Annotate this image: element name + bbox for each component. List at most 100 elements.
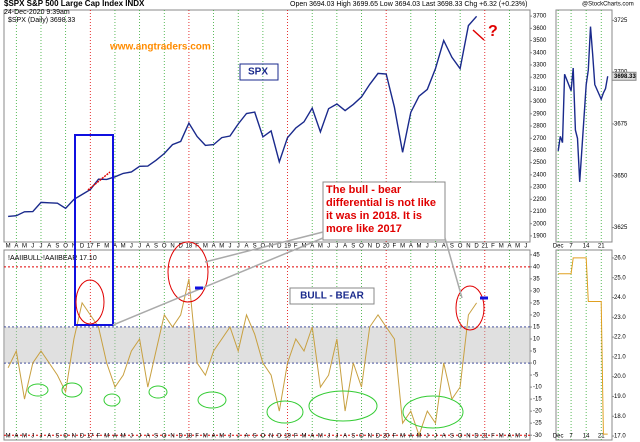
x-tick-label: A [14,244,18,250]
y-tick-label: -10 [533,385,542,391]
annotation-shape [167,241,209,303]
x-tick-label: 7 [569,434,573,440]
x-tick-label: A [244,434,248,440]
x-tick-label: J [327,434,330,440]
x-tick-label: J [39,434,42,440]
x-tick-label: N [466,244,470,250]
note-box [322,181,446,241]
y-tick-label: 17.0 [614,434,626,440]
zoom-panel [555,9,613,243]
x-tick-label: J [426,434,429,440]
site: www.angtraders.com [109,42,211,53]
y-tick-label: 18.0 [614,414,626,420]
y-tick-label: 25 [533,300,540,306]
x-tick-label: 17 [87,434,94,440]
x-tick-label: M [219,434,224,440]
x-tick-label: A [409,244,413,250]
x-tick-label: J [237,434,240,440]
x-tick-label: A [409,434,413,440]
y-tick-label: -25 [533,421,542,427]
y-tick-label: 2200 [533,197,547,203]
x-tick-label: 7 [569,244,573,250]
x-tick-label: J [335,434,338,440]
neutral-band [4,326,530,364]
y-tick-label: 19.0 [614,394,626,400]
annotation-shape [455,285,485,331]
series-line [8,15,478,218]
x-tick-label: D [179,244,184,250]
y-tick-label: 21.0 [614,354,626,360]
x-tick-label: O [359,434,364,440]
x-tick-label: M [22,244,27,250]
y-tick-label: 15 [533,325,540,331]
x-tick-label: J [524,244,527,250]
x-tick-label: N [269,244,273,250]
x-tick-label: J [237,244,240,250]
y-tick-label: 3500 [533,38,547,44]
x-tick-label: J [327,244,330,250]
x-tick-label: S [55,434,59,440]
annotation-shape [87,171,111,191]
y-tick-label: 3625 [614,225,628,231]
y-tick-label: 2800 [533,124,547,130]
x-tick-label: S [351,434,355,440]
y-tick-label: 3700 [533,14,547,20]
x-tick-label: D [179,434,184,440]
series-line [557,26,609,182]
x-tick-label: N [72,244,76,250]
annotation-shape [444,237,463,299]
x-tick-label: O [63,244,68,250]
x-tick-label: M [499,244,504,250]
y-tick-label: 2600 [533,148,547,154]
x-tick-label: A [244,244,248,250]
x-tick-label: A [343,434,347,440]
x-tick-label: 21 [598,434,605,440]
x-tick-label: N [72,434,76,440]
x-tick-label: 18 [186,434,193,440]
x-tick-label: M [301,434,306,440]
series-line [558,257,608,435]
x-tick-label: 19 [284,434,291,440]
x-tick-label: D [474,434,479,440]
date: 24-Dec-2020 9:39am [4,9,70,16]
annotation-shape [112,237,324,326]
y-tick-label: 35 [533,276,540,282]
x-tick-label: S [450,434,454,440]
x-tick-label: N [269,434,273,440]
y-tick-label: 3400 [533,50,547,56]
x-tick-label: M [203,244,208,250]
x-tick-label: 21 [481,244,488,250]
annotation-shape [472,29,485,41]
y-tick-label: 0 [533,361,537,367]
x-tick-label: S [253,244,257,250]
annotation-shape [27,383,49,397]
x-tick-label: J [434,434,437,440]
lower-panel [3,249,531,441]
x-tick-label: O [458,434,463,440]
y-tick-label: 23.0 [614,315,626,321]
note-text: The bull - bear differential is not like… [326,184,437,235]
x-tick-label: O [261,434,266,440]
x-tick-label: A [113,244,117,250]
lower-legend: !AAIIBULL-!AAIIBEAR 17.10 [8,255,97,262]
x-tick-label: D [376,434,381,440]
spx-label: SPX [248,67,268,78]
annotation-shape [75,279,105,325]
x-tick-label: 20 [383,434,390,440]
x-tick-label: M [121,244,126,250]
x-tick-label: A [507,434,511,440]
x-tick-label: J [229,244,232,250]
x-tick-label: F [393,244,397,250]
y-tick-label: 40 [533,264,540,270]
x-tick-label: A [212,244,216,250]
x-tick-label: M [417,244,422,250]
x-tick-label: S [55,244,59,250]
x-tick-label: D [277,434,282,440]
value-label-bg [611,71,637,81]
x-tick-label: M [515,244,520,250]
x-tick-label: S [154,434,158,440]
x-tick-label: A [113,434,117,440]
x-tick-label: F [491,244,495,250]
x-tick-label: 21 [598,244,605,250]
